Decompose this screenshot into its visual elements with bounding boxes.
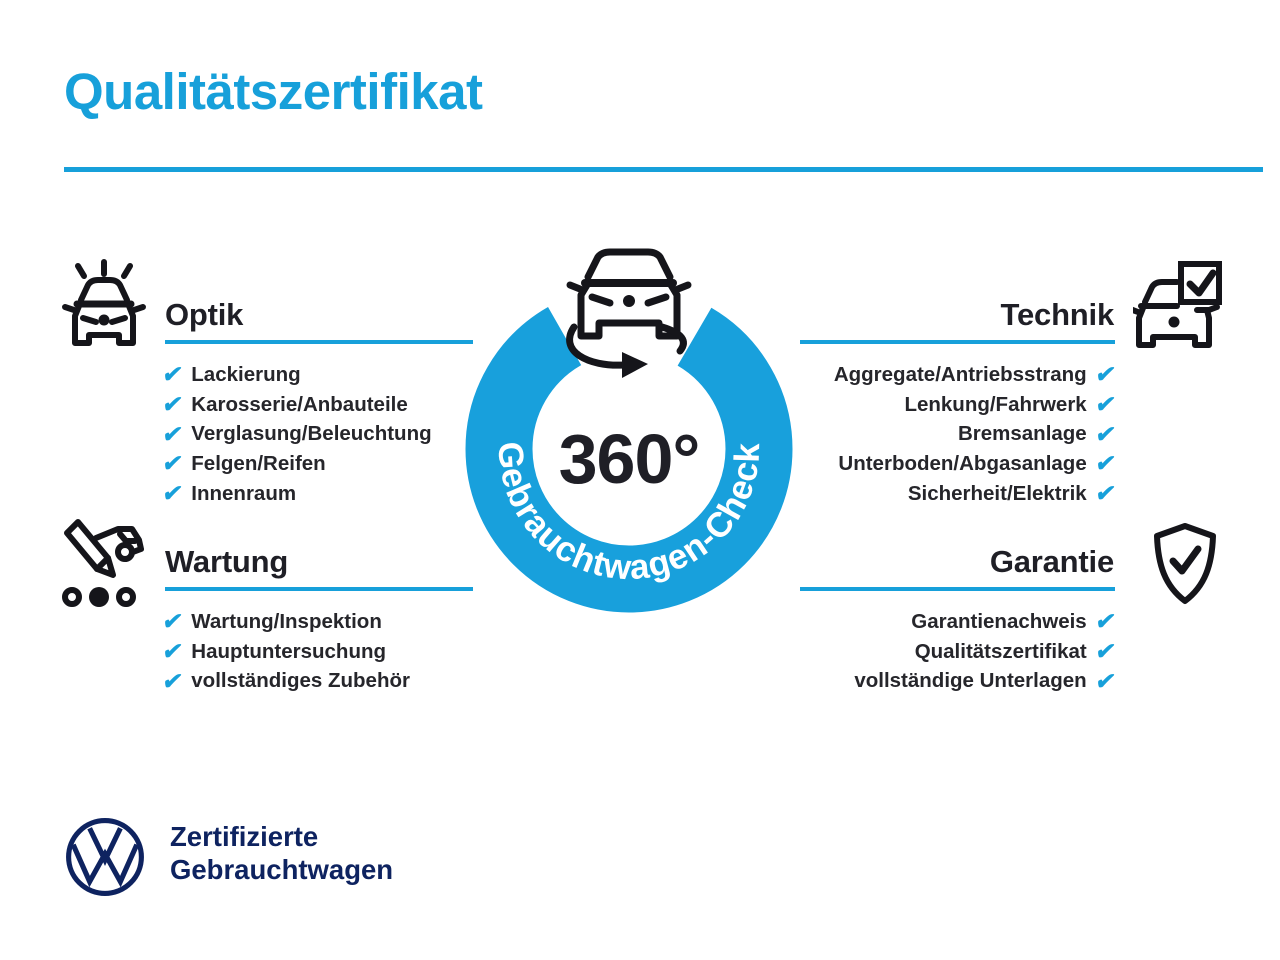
checklist-item: ✔ Felgen/Reifen bbox=[160, 449, 473, 479]
checklist-item: Bremsanlage ✔ bbox=[800, 419, 1118, 449]
car-rotation-icon bbox=[566, 248, 692, 378]
checklist-item-label: Lackierung bbox=[191, 362, 301, 386]
section-title-garantie: Garantie bbox=[989, 544, 1114, 579]
checklist-item-label: Felgen/Reifen bbox=[191, 451, 326, 475]
checklist-item: Aggregate/Antriebsstrang ✔ bbox=[800, 360, 1118, 390]
checklist-item-label: Bremsanlage bbox=[957, 422, 1087, 446]
check-icon: ✔ bbox=[160, 480, 185, 507]
checklist-item-label: Karosserie/Anbauteile bbox=[191, 392, 408, 416]
check-icon: ✔ bbox=[160, 608, 185, 635]
section-divider-technik bbox=[800, 340, 1115, 344]
check-icon: ✔ bbox=[1093, 638, 1118, 665]
checklist-item: ✔ Verglasung/Beleuchtung bbox=[160, 419, 473, 449]
check-icon: ✔ bbox=[1093, 420, 1118, 447]
checklist-item-label: vollständige Unterlagen bbox=[854, 669, 1087, 693]
checklist-item: ✔ Innenraum bbox=[160, 479, 473, 509]
page-title: Qualitätszertifikat bbox=[64, 63, 483, 120]
car-checkbox-icon bbox=[1133, 261, 1222, 348]
check-icon: ✔ bbox=[160, 361, 185, 388]
checklist-item: Garantienachweis ✔ bbox=[800, 607, 1118, 637]
checklist-item-label: Qualitätszertifikat bbox=[914, 639, 1087, 663]
checklist-item-label: Unterboden/Abgasanlage bbox=[838, 451, 1087, 475]
check-icon: ✔ bbox=[1093, 608, 1118, 635]
checklist-item-label: Verglasung/Beleuchtung bbox=[191, 422, 432, 446]
brand-text: Zertifizierte Gebrauchtwagen bbox=[170, 820, 393, 886]
checklist-item: ✔ Lackierung bbox=[160, 360, 473, 390]
checklist-item-label: vollständiges Zubehör bbox=[191, 669, 410, 693]
checklist-item-label: Lenkung/Fahrwerk bbox=[904, 392, 1087, 416]
checklist-item-label: Hauptuntersuchung bbox=[191, 639, 387, 663]
checklist-item: vollständige Unterlagen ✔ bbox=[800, 666, 1118, 696]
checklist-item: ✔ Wartung/Inspektion bbox=[160, 607, 473, 637]
wartung-checklist: ✔ Wartung/Inspektion ✔ Hauptuntersuchung ✔… bbox=[160, 607, 473, 696]
section-divider-optik bbox=[165, 340, 473, 344]
checklist-item: ✔ Karosserie/Anbauteile bbox=[160, 390, 473, 420]
check-icon: ✔ bbox=[1093, 361, 1118, 388]
check-icon: ✔ bbox=[1093, 450, 1118, 477]
degree-label: 360° bbox=[559, 420, 700, 498]
technik-checklist: Aggregate/Antriebsstrang ✔ Lenkung/Fahrwe… bbox=[800, 360, 1118, 509]
pencil-car-icon bbox=[62, 519, 144, 607]
optik-checklist: ✔ Lackierung ✔ Karosserie/Anbauteile ✔ Verg… bbox=[160, 360, 473, 509]
brand-line-1: Zertifizierte bbox=[170, 821, 319, 852]
check-icon: ✔ bbox=[1093, 667, 1118, 694]
section-title-optik: Optik bbox=[165, 297, 244, 332]
brand-line-2: Gebrauchtwagen bbox=[170, 854, 394, 885]
checklist-item-label: Garantienachweis bbox=[911, 609, 1087, 633]
checklist-item: Unterboden/Abgasanlage ✔ bbox=[800, 449, 1118, 479]
check-icon: ✔ bbox=[160, 420, 185, 447]
check-icon: ✔ bbox=[1093, 480, 1118, 507]
checklist-item: ✔ Hauptuntersuchung bbox=[160, 637, 473, 667]
shiny-car-icon bbox=[62, 259, 146, 346]
checklist-item-label: Aggregate/Antriebsstrang bbox=[833, 362, 1087, 386]
checklist-item-label: Innenraum bbox=[191, 481, 297, 505]
title-divider bbox=[64, 167, 1263, 172]
checklist-item-label: Wartung/Inspektion bbox=[191, 609, 382, 633]
checklist-item-label: Sicherheit/Elektrik bbox=[907, 481, 1087, 505]
section-title-wartung: Wartung bbox=[165, 544, 289, 579]
section-divider-garantie bbox=[800, 587, 1115, 591]
vw-logo bbox=[66, 818, 144, 896]
checklist-item: Qualitätszertifikat ✔ bbox=[800, 637, 1118, 667]
checklist-item: Sicherheit/Elektrik ✔ bbox=[800, 479, 1118, 509]
check-icon: ✔ bbox=[1093, 391, 1118, 418]
shield-check-icon bbox=[1154, 523, 1216, 604]
ring bbox=[465, 285, 793, 613]
check-icon: ✔ bbox=[160, 667, 185, 694]
check-icon: ✔ bbox=[160, 638, 185, 665]
checklist-item: ✔ vollständiges Zubehör bbox=[160, 666, 473, 696]
garantie-checklist: Garantienachweis ✔ Qualitätszertifikat ✔ v… bbox=[800, 607, 1118, 696]
section-title-technik: Technik bbox=[1000, 297, 1115, 332]
checklist-item: Lenkung/Fahrwerk ✔ bbox=[800, 390, 1118, 420]
360-check-graphic: Gebrauchtwagen-Check 360° bbox=[465, 248, 793, 613]
check-icon: ✔ bbox=[160, 391, 185, 418]
check-icon: ✔ bbox=[160, 450, 185, 477]
section-divider-wartung bbox=[165, 587, 473, 591]
